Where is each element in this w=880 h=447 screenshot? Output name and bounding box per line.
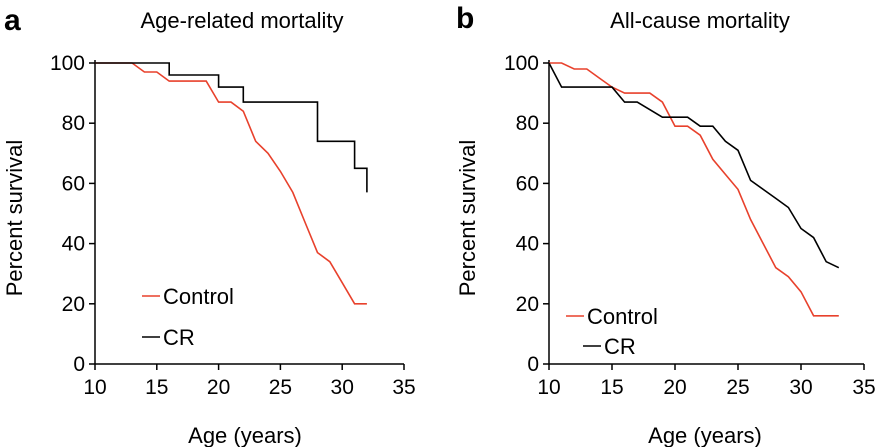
panel-b-y-tick-label: 20 — [516, 293, 539, 316]
panel-a-y-tick-label: 20 — [62, 293, 85, 316]
panel-b-legend-cr-label: CR — [604, 334, 636, 359]
panel-b-x-tick-label: 15 — [600, 376, 623, 399]
panel-b-x-tick-label: 10 — [537, 376, 560, 399]
panel-a-x-tick-label: 15 — [145, 376, 168, 399]
panel-b-y-tick-label: 40 — [516, 233, 539, 256]
panel-a-x-tick-label: 30 — [331, 376, 354, 399]
panel-b-series — [548, 62, 840, 317]
panel-b-x-tick-label: 25 — [726, 376, 749, 399]
panel-a-y-tick-label: 40 — [62, 233, 85, 256]
panel-a-y-tick-label: 0 — [73, 353, 85, 376]
panel-a-series-cr — [95, 62, 368, 193]
panel-b-y-tick-label: 60 — [516, 172, 539, 195]
panel-a-y-axis-label: Percent survival — [2, 140, 27, 297]
panel-a-letter: a — [4, 4, 21, 37]
panel-b-y-tick-label: 0 — [527, 353, 539, 376]
panel-b-title: All-cause mortality — [610, 8, 790, 33]
panel-b-series-cr — [548, 62, 840, 269]
panel-b-ticks: 10 15 20 25 30 35 0 20 40 60 80 100 — [504, 52, 876, 399]
panel-a-x-axis-label: Age (years) — [188, 423, 302, 447]
panel-a-y-tick-label: 80 — [62, 112, 85, 135]
panel-b-x-tick-label: 30 — [789, 376, 812, 399]
panel-b-x-tick-label: 35 — [852, 376, 875, 399]
panel-a-x-tick-label: 20 — [207, 376, 230, 399]
panel-b-legend-control-label: Control — [587, 304, 658, 329]
panel-b-legend: Control CR — [566, 304, 658, 359]
panel-a-y-tick-label: 60 — [62, 172, 85, 195]
panel-a-x-tick-label: 25 — [269, 376, 292, 399]
panel-a-x-tick-label: 35 — [392, 376, 415, 399]
panel-b-x-axis-label: Age (years) — [648, 423, 762, 447]
panel-a-x-tick-label: 10 — [83, 376, 106, 399]
panel-b-chart: b All-cause mortality Percent survival A… — [455, 2, 876, 447]
panel-a-ticks: 10 15 20 25 30 35 0 20 40 60 80 100 — [50, 52, 416, 399]
panel-a-legend-cr-label: CR — [163, 325, 195, 350]
panel-b-series-control — [549, 62, 839, 317]
panel-a-legend-control-label: Control — [163, 284, 234, 309]
panel-b-y-tick-label: 100 — [504, 52, 539, 75]
panel-b-y-axis-label: Percent survival — [455, 140, 480, 297]
panel-b-y-tick-label: 80 — [516, 112, 539, 135]
panel-a-y-tick-label: 100 — [50, 52, 85, 75]
panel-b-letter: b — [456, 2, 474, 35]
panel-a-series — [95, 62, 368, 305]
panel-a-chart: a Age-related mortality Percent survival… — [2, 4, 416, 447]
panel-a-series-control — [95, 62, 367, 305]
panel-a-legend: Control CR — [142, 284, 234, 350]
panel-a-title: Age-related mortality — [141, 8, 344, 33]
panel-b-x-tick-label: 20 — [663, 376, 686, 399]
